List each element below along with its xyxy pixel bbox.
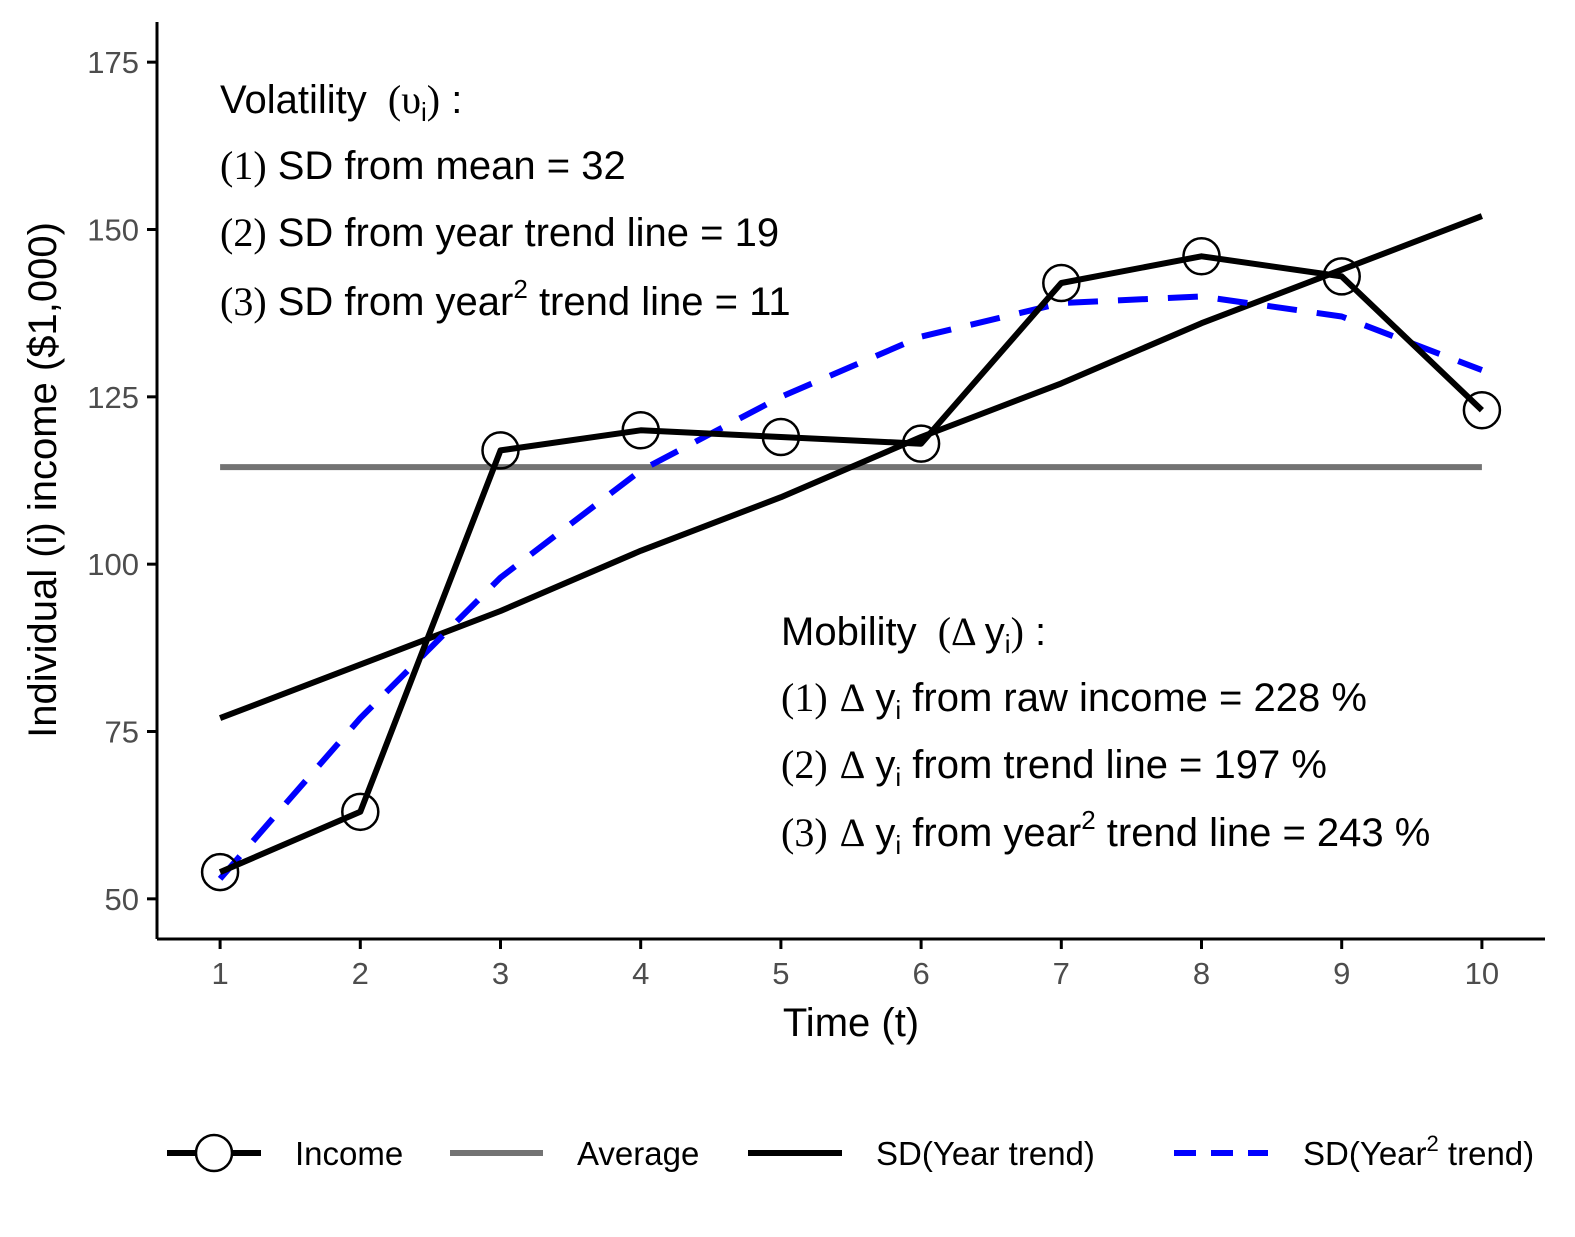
legend-item-average: Average (450, 1135, 699, 1172)
legend-item-sd-year2-trend: SD(Year2 trend) (1174, 1131, 1534, 1172)
legend-label-sd-year2-trend: SD(Year2 trend) (1303, 1131, 1534, 1172)
series-sd-year2-trend-line (217, 293, 1483, 881)
y-tick-label: 150 (87, 212, 139, 247)
income-point (1462, 390, 1502, 430)
y-tick-label: 125 (87, 380, 139, 415)
series-income-line (218, 253, 1484, 875)
legend-label-average: Average (577, 1135, 699, 1172)
legend-item-income: Income (167, 1133, 403, 1173)
x-tick-label: 1 (211, 956, 228, 991)
x-tick-label: 8 (1193, 956, 1210, 991)
income-point (481, 431, 520, 470)
income-point (1042, 263, 1081, 303)
x-tick-label: 2 (352, 956, 369, 991)
mobility-heading: Mobility (Δ yi) : (781, 609, 1046, 659)
y-tick-label: 50 (105, 882, 139, 917)
x-tick-label: 9 (1333, 956, 1350, 991)
income-point (1322, 257, 1361, 296)
x-tick-label: 5 (772, 956, 789, 991)
x-tick-label: 6 (912, 956, 929, 991)
x-tick-label: 4 (632, 956, 649, 991)
legend-key-income-marker (194, 1133, 234, 1173)
y-ticks: 50 75 100 125 150 175 (87, 45, 157, 917)
income-point (1182, 237, 1221, 276)
y-tick-label: 75 (105, 715, 139, 750)
volatility-line-1: (1) SD from mean = 32 (220, 143, 626, 188)
income-point (200, 852, 240, 892)
x-axis-title: Time (t) (783, 1001, 919, 1045)
x-ticks: 1 2 3 4 5 6 7 8 9 10 (211, 939, 1499, 991)
plot-area (200, 213, 1502, 892)
income-point (341, 792, 380, 832)
volatility-heading: Volatility (υi) : (220, 77, 462, 127)
legend-label-income: Income (295, 1135, 403, 1172)
income-point (621, 411, 660, 450)
volatility-annotation: Volatility (υi) : (1) SD from mean = 32 … (220, 77, 791, 324)
x-tick-label: 7 (1053, 956, 1070, 991)
x-tick-label: 10 (1465, 956, 1499, 991)
legend: Income Average SD(Year trend) SD(Year2 t… (167, 1131, 1534, 1173)
volatility-line-2: (2) SD from year trend line = 19 (220, 210, 779, 255)
y-tick-label: 175 (87, 45, 139, 80)
y-axis-title: Individual (i) income ($1,000) (21, 222, 65, 738)
legend-item-sd-year-trend: SD(Year trend) (748, 1135, 1095, 1172)
income-point (901, 424, 941, 463)
axes: 50 75 100 125 150 175 1 2 3 4 5 6 7 8 9 10 (87, 22, 1545, 991)
legend-label-sd-year-trend: SD(Year trend) (876, 1135, 1095, 1172)
y-tick-label: 100 (87, 547, 139, 582)
volatility-line-3: (3) SD from year2 trend line = 11 (220, 274, 791, 324)
x-tick-label: 3 (492, 956, 509, 991)
income-point (761, 417, 801, 457)
